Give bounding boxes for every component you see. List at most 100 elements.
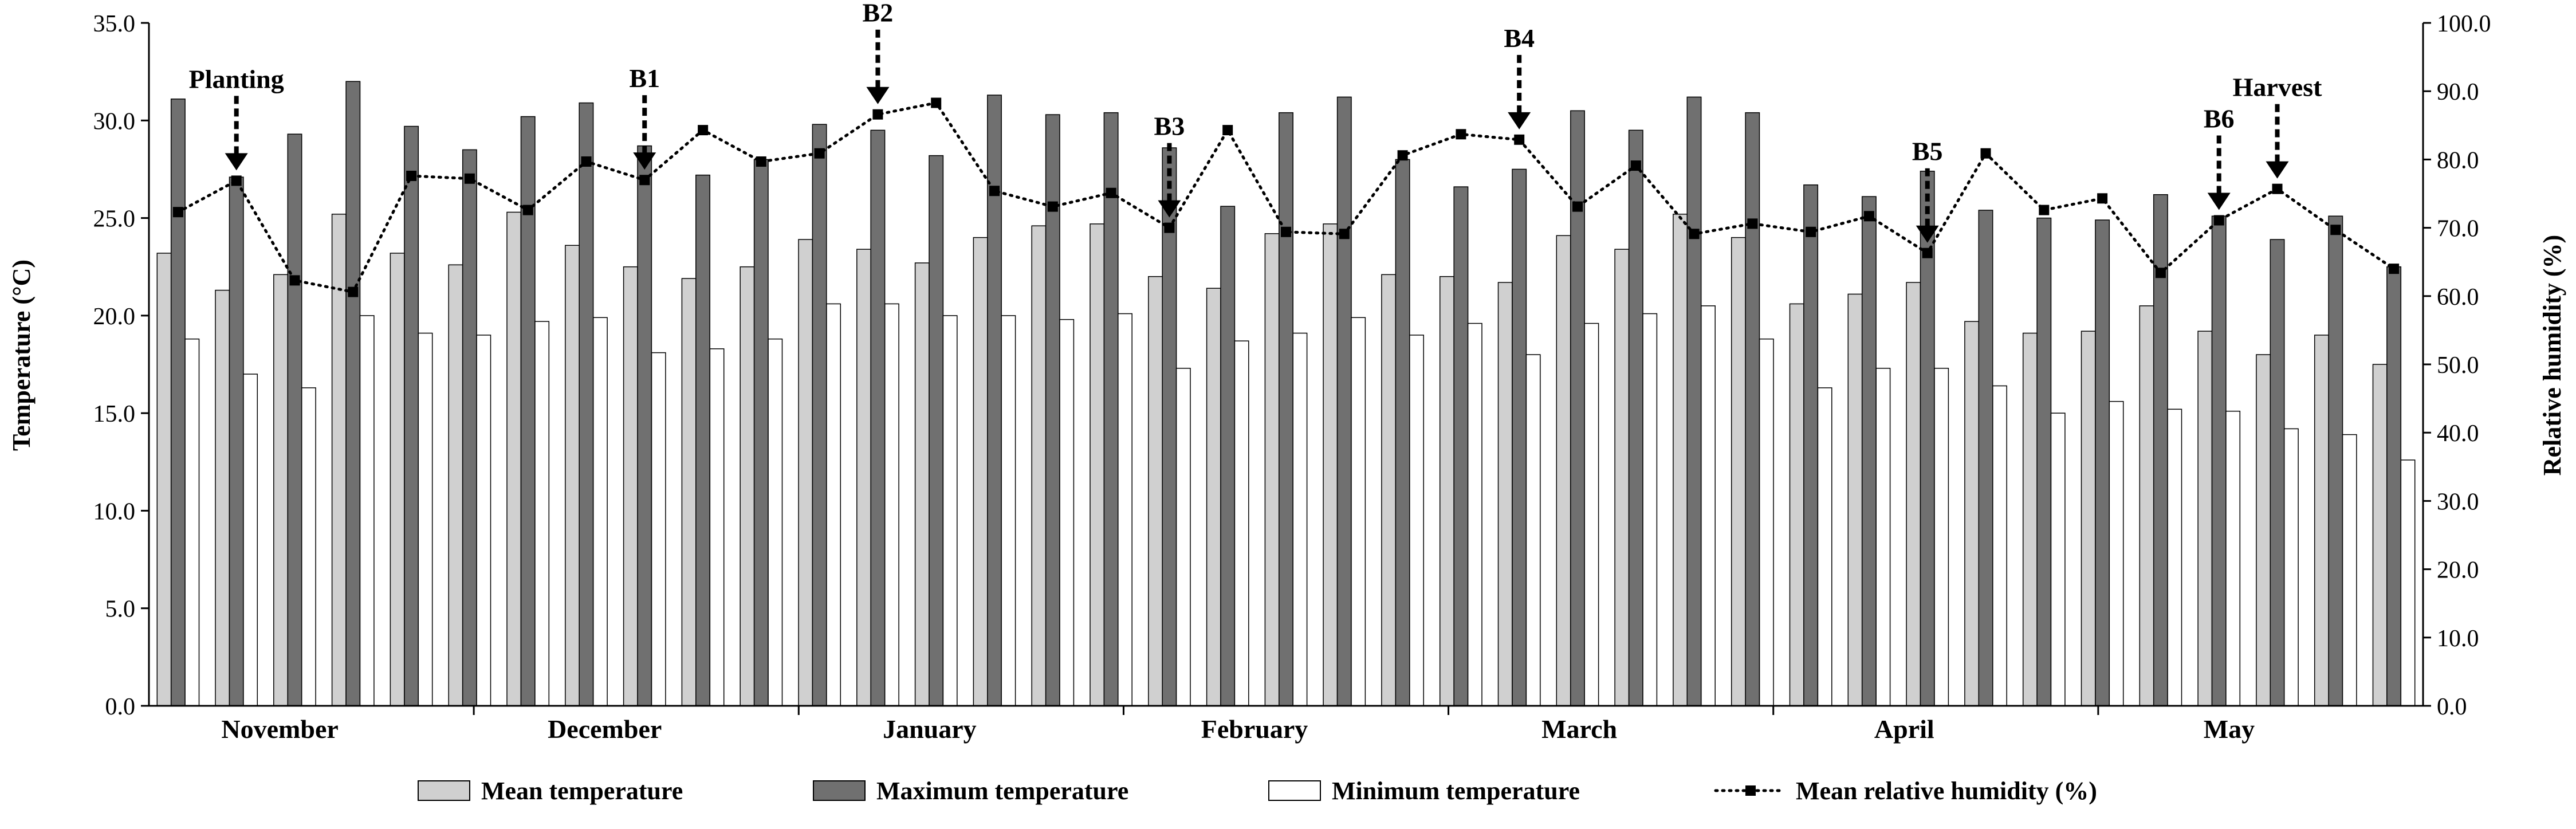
legend-max-temp-label: Maximum temperature xyxy=(876,777,1128,805)
humidity-point xyxy=(2213,215,2224,226)
legend-mean-temp-swatch xyxy=(418,780,470,801)
mean-temp-bar xyxy=(156,253,172,706)
humidity-point xyxy=(1397,150,1408,161)
mean-temp-bar xyxy=(2139,305,2154,706)
mean-temp-bar xyxy=(1148,276,1163,706)
mean-temp-bar xyxy=(914,262,930,706)
axes-layer: 0.0 5.0 10.0 15.0 20.0 25.0 30.0 35.0 0.0 10.0 20.… xyxy=(93,11,2491,744)
legend-min-temp-label: Minimum temperature xyxy=(1332,777,1580,805)
min-temp-bar xyxy=(826,303,841,706)
humidity-point xyxy=(2272,183,2283,194)
min-temp-bar xyxy=(359,315,375,706)
annotation-label: B4 xyxy=(1504,23,1535,53)
max-temp-bar xyxy=(2036,217,2052,706)
min-temp-bar xyxy=(1351,317,1366,706)
max-temp-bar xyxy=(1920,171,1935,706)
min-temp-bar xyxy=(2342,434,2357,706)
max-temp-bar xyxy=(1453,186,1469,706)
humidity-point xyxy=(1806,226,1816,237)
right-tick-label: 30.0 xyxy=(2437,489,2479,515)
max-temp-bar xyxy=(812,124,827,706)
annotation-arrow-head xyxy=(225,153,248,171)
max-temp-bar xyxy=(2328,215,2343,706)
mean-temp-bar xyxy=(2022,332,2038,706)
annotation-label: B1 xyxy=(629,64,660,93)
max-temp-bar xyxy=(1336,96,1352,706)
humidity-line-layer xyxy=(172,97,2400,297)
mean-temp-bar xyxy=(215,289,230,706)
mean-temp-bar xyxy=(390,253,405,706)
right-tick-label: 40.0 xyxy=(2437,421,2479,447)
max-temp-bar xyxy=(2270,239,2285,706)
humidity-point xyxy=(1922,247,1933,258)
min-temp-bar xyxy=(1292,332,1308,706)
mean-temp-bar xyxy=(1789,303,1804,706)
annotation-arrow-head xyxy=(633,152,656,170)
max-temp-bar xyxy=(1279,112,1293,706)
max-temp-bar xyxy=(1803,184,1819,706)
mean-temp-bar xyxy=(1090,223,1105,706)
month-label: February xyxy=(1201,714,1308,744)
min-temp-bar xyxy=(1875,368,1891,706)
humidity-point xyxy=(639,175,650,186)
humidity-line xyxy=(176,101,2396,294)
min-temp-bar xyxy=(1992,385,2007,706)
min-temp-bar xyxy=(1525,354,1541,706)
legend-humidity-label: Mean relative humidity (%) xyxy=(1796,777,2097,805)
min-temp-bar xyxy=(1118,313,1132,706)
min-temp-bar xyxy=(243,374,258,706)
mean-temp-bar xyxy=(1031,225,1047,706)
mean-temp-bar xyxy=(2314,335,2329,706)
max-temp-bar xyxy=(287,133,302,706)
mean-temp-bar xyxy=(2372,364,2388,706)
max-temp-bar xyxy=(1512,168,1527,706)
humidity-point xyxy=(1047,201,1058,212)
humidity-point xyxy=(1863,211,1874,222)
humidity-point xyxy=(2330,225,2341,235)
left-tick-label: 25.0 xyxy=(93,206,136,233)
humidity-point xyxy=(1980,148,1991,159)
humidity-point xyxy=(1689,229,1700,239)
left-tick-label: 30.0 xyxy=(93,108,136,135)
mean-temp-bar xyxy=(1964,321,1980,706)
max-temp-bar xyxy=(2095,219,2110,706)
month-label: November xyxy=(221,714,338,744)
mean-temp-bar xyxy=(273,274,288,706)
legend-min-temp-swatch xyxy=(1268,780,1321,801)
humidity-point xyxy=(289,275,300,286)
max-temp-bar xyxy=(870,129,886,706)
humidity-point xyxy=(522,205,533,215)
legend-max-temp-swatch xyxy=(813,780,866,801)
max-temp-bar xyxy=(462,149,477,706)
right-tick-label: 0.0 xyxy=(2437,694,2467,720)
min-temp-bar xyxy=(1642,313,1658,706)
min-temp-bar xyxy=(476,335,491,706)
humidity-point xyxy=(1514,134,1525,145)
left-tick-label: 0.0 xyxy=(105,694,136,720)
max-temp-bar xyxy=(1103,112,1119,706)
min-temp-bar xyxy=(2050,412,2066,706)
right-tick-label: 60.0 xyxy=(2437,284,2479,311)
legend-mean-temp-label: Mean temperature xyxy=(481,777,683,805)
humidity-point xyxy=(1456,129,1466,140)
max-temp-bar xyxy=(1395,159,1410,706)
mean-temp-bar xyxy=(1323,223,1338,706)
annotation-label: B6 xyxy=(2204,104,2235,133)
mean-temp-bar xyxy=(565,245,580,706)
annotation-arrow-head xyxy=(2207,192,2231,210)
max-temp-bar xyxy=(695,174,710,706)
max-temp-bar xyxy=(345,81,361,706)
right-tick-label: 50.0 xyxy=(2437,352,2479,379)
annotation-label: B5 xyxy=(1912,137,1943,166)
month-label: March xyxy=(1541,714,1617,744)
max-temp-bar xyxy=(404,125,419,706)
mean-temp-bar xyxy=(1439,276,1454,706)
annotation-arrow-head xyxy=(1508,112,1531,129)
mean-temp-bar xyxy=(681,278,697,706)
month-label: April xyxy=(1874,714,1934,744)
humidity-point xyxy=(1630,160,1641,171)
humidity-point xyxy=(1222,125,1233,136)
humidity-point xyxy=(756,156,766,167)
